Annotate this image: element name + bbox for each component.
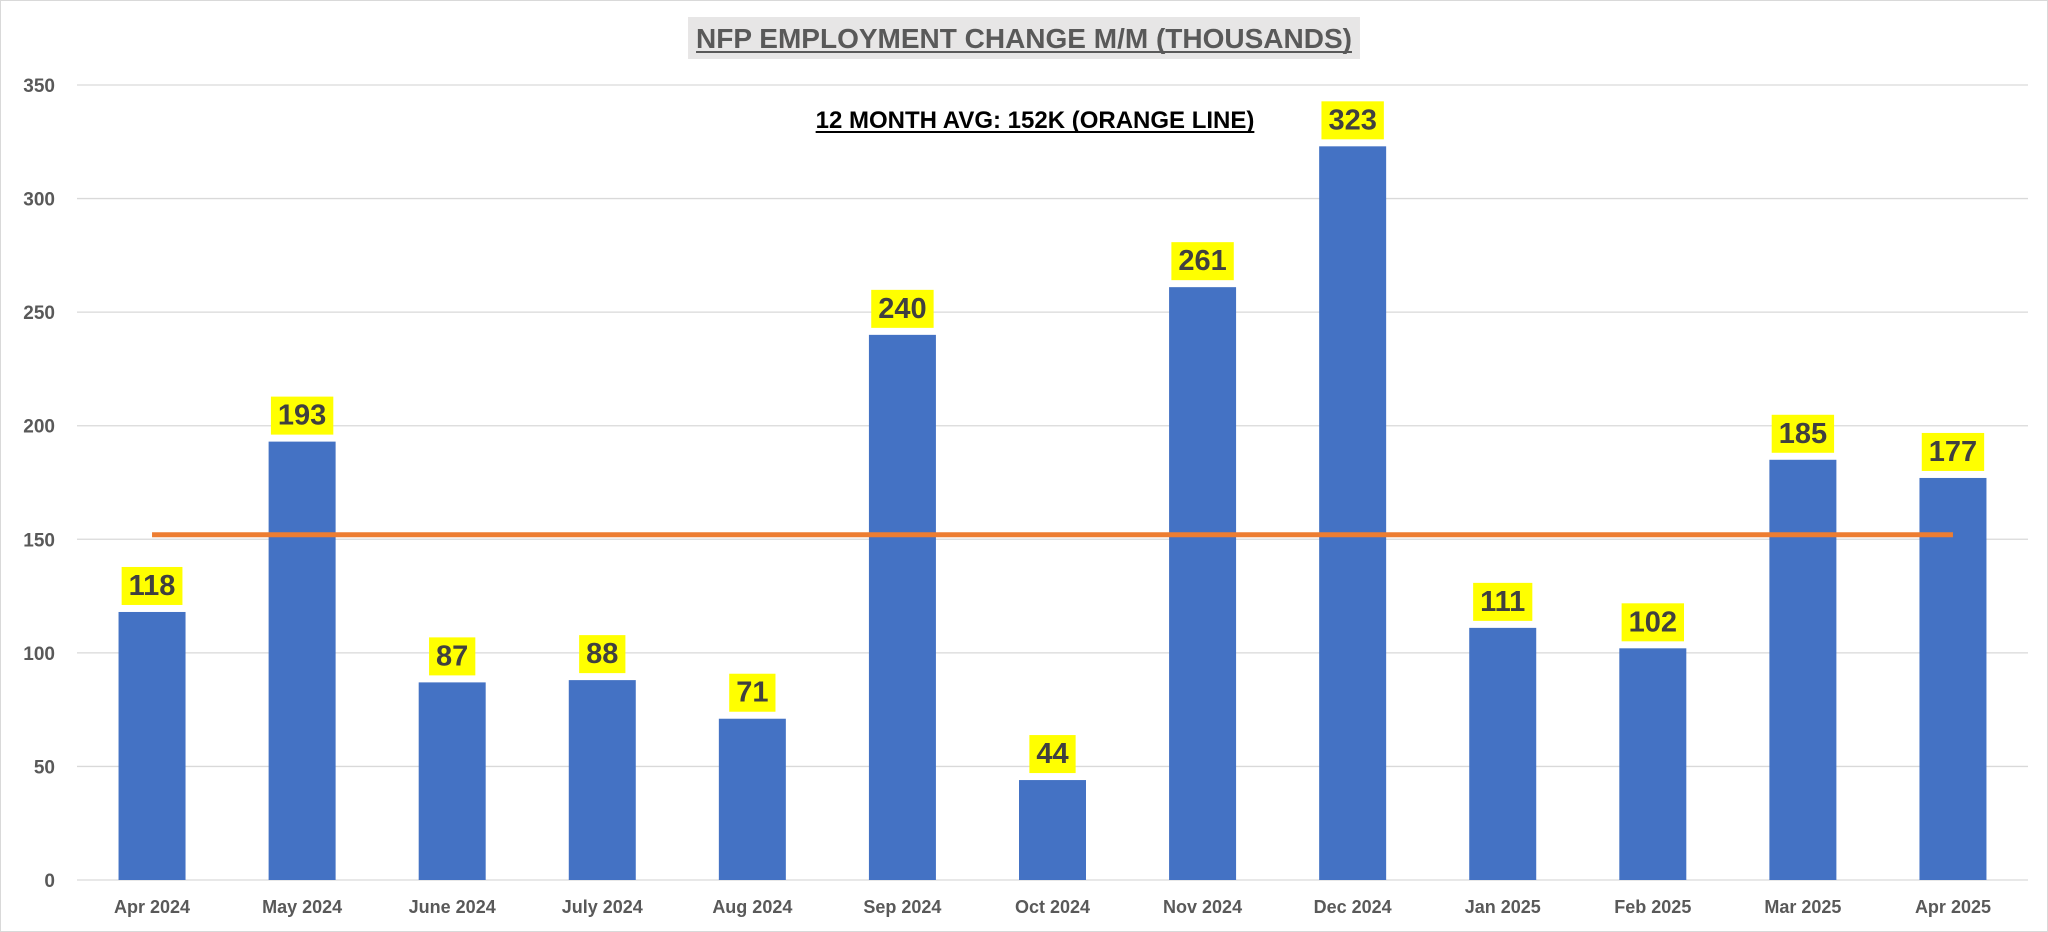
bar xyxy=(1919,477,1987,880)
bar xyxy=(1169,287,1237,881)
bar xyxy=(568,680,636,880)
y-tick-label: 350 xyxy=(23,76,55,97)
y-tick-label: 50 xyxy=(34,757,55,778)
data-label: 261 xyxy=(1178,245,1226,277)
bar xyxy=(418,682,486,880)
data-label-background xyxy=(871,289,934,328)
data-label: 102 xyxy=(1629,606,1677,638)
data-labels: 118 193 87 88 71 240 44 261 323 111 102 185 177 xyxy=(121,101,1985,774)
data-label-background xyxy=(121,566,183,605)
data-label: 87 xyxy=(436,640,468,672)
data-label: 240 xyxy=(878,293,926,325)
data-label-background xyxy=(1771,414,1835,453)
average-annotation: 12 MONTH AVG: 152K (ORANGE LINE) xyxy=(816,107,1255,134)
x-tick-label: June 2024 xyxy=(409,897,496,917)
data-label-background xyxy=(1473,582,1533,621)
data-label-background xyxy=(1029,735,1076,774)
bar xyxy=(1619,648,1687,880)
bar xyxy=(1019,780,1086,880)
bar xyxy=(1469,627,1537,880)
bar xyxy=(118,611,186,880)
chart-title-group: NFP EMPLOYMENT CHANGE M/M (THOUSANDS) xyxy=(688,17,1360,59)
x-tick-label: Apr 2025 xyxy=(1915,897,1991,917)
x-tick-label: Mar 2025 xyxy=(1764,897,1841,917)
data-label-background xyxy=(1921,432,1985,471)
data-label-background xyxy=(1171,242,1234,281)
data-label: 118 xyxy=(129,570,176,602)
data-label-background xyxy=(579,635,626,674)
y-tick-label: 100 xyxy=(23,644,55,665)
y-axis-ticks: 0 50 100 150 200 250 300 350 xyxy=(23,76,55,892)
data-label: 71 xyxy=(736,677,768,709)
data-label-background xyxy=(1621,603,1685,642)
x-tick-label: Apr 2024 xyxy=(114,897,190,917)
x-tick-label: Dec 2024 xyxy=(1314,897,1392,917)
data-label: 111 xyxy=(1480,586,1525,618)
bar xyxy=(268,441,336,880)
data-label: 44 xyxy=(1036,738,1068,770)
data-label-background xyxy=(429,637,476,676)
annotation-group: 12 MONTH AVG: 152K (ORANGE LINE) xyxy=(815,107,1255,134)
y-tick-label: 250 xyxy=(23,303,55,324)
data-label: 323 xyxy=(1328,104,1376,136)
data-label: 177 xyxy=(1929,436,1977,468)
bar xyxy=(1769,459,1837,880)
x-tick-label: Sep 2024 xyxy=(863,897,941,917)
y-tick-label: 200 xyxy=(23,417,55,438)
grid-lines xyxy=(77,84,2028,881)
x-tick-label: Jan 2025 xyxy=(1465,897,1541,917)
data-label-background xyxy=(729,673,776,712)
x-tick-label: May 2024 xyxy=(262,897,342,917)
y-tick-label: 0 xyxy=(44,871,55,892)
chart-title: NFP EMPLOYMENT CHANGE M/M (THOUSANDS) xyxy=(696,23,1352,54)
x-axis-ticks: Apr 2024 May 2024 June 2024 July 2024 Aug 20… xyxy=(114,897,1991,917)
bars xyxy=(118,146,1987,881)
data-label: 193 xyxy=(278,400,326,432)
data-label: 88 xyxy=(586,638,618,670)
bar xyxy=(868,334,936,880)
x-tick-label: Oct 2024 xyxy=(1015,897,1090,917)
x-tick-label: Feb 2025 xyxy=(1614,897,1691,917)
x-tick-label: July 2024 xyxy=(562,897,643,917)
x-tick-label: Aug 2024 xyxy=(712,897,792,917)
data-label-background xyxy=(1321,101,1384,140)
y-tick-label: 150 xyxy=(23,530,55,551)
y-tick-label: 300 xyxy=(23,190,55,211)
bar xyxy=(1319,146,1387,881)
bar xyxy=(718,718,786,880)
data-label: 185 xyxy=(1779,418,1827,450)
x-tick-label: Nov 2024 xyxy=(1163,897,1242,917)
data-label-background xyxy=(270,396,334,435)
